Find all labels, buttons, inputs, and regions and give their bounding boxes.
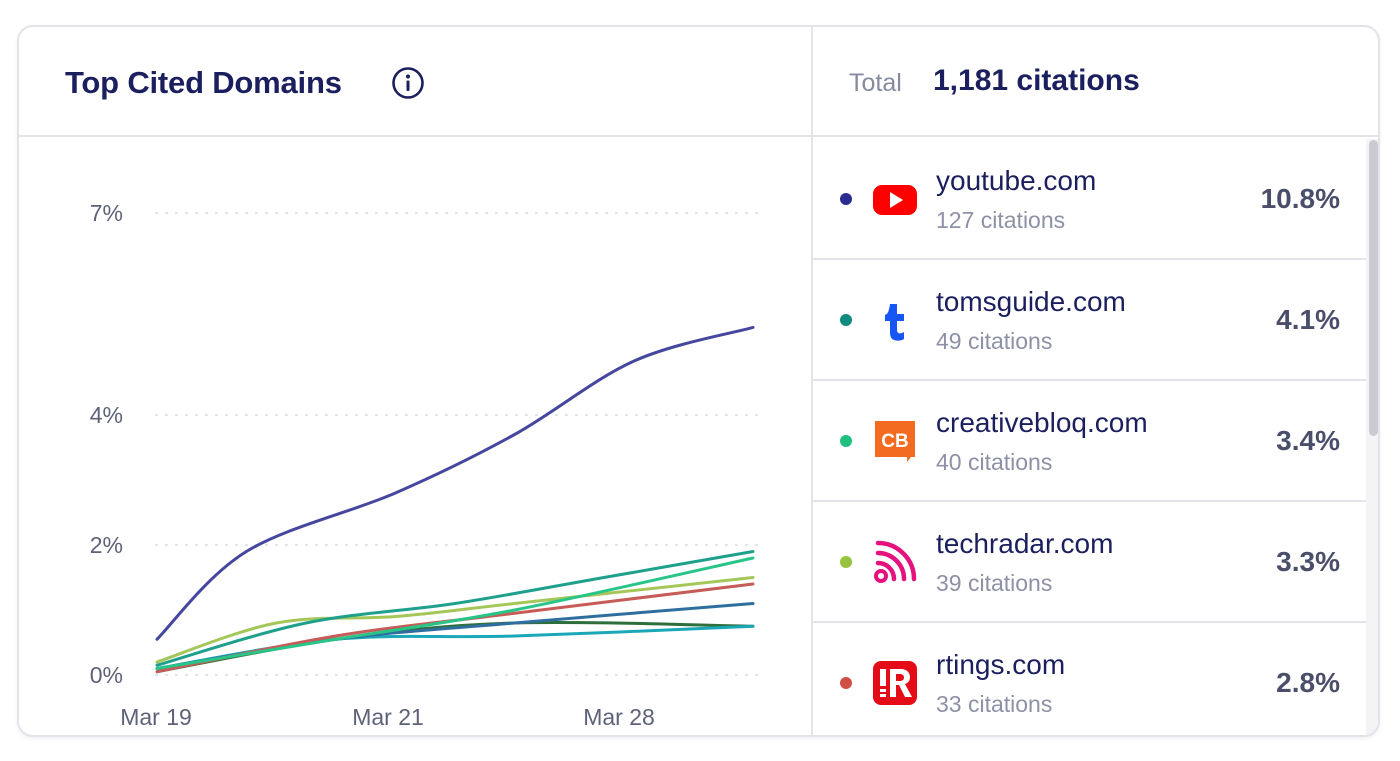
- series-dot: [840, 435, 852, 447]
- list-item[interactable]: rtings.com 33 citations 2.8%: [813, 623, 1366, 735]
- y-tick-label: 2%: [90, 532, 123, 558]
- domain-name[interactable]: rtings.com: [936, 649, 1066, 680]
- list-item[interactable]: CB creativebloq.com 40 citations 3.4%: [813, 381, 1366, 502]
- citation-percent: 4.1%: [1276, 304, 1340, 335]
- chart-svg: 7% 4% 2% 0% Mar 19 Mar 21 Mar 28: [90, 200, 765, 730]
- series-dot: [840, 677, 852, 689]
- series-line[interactable]: [155, 576, 755, 664]
- list-item[interactable]: tomsguide.com 49 citations 4.1%: [813, 260, 1366, 381]
- scrollbar-thumb[interactable]: [1369, 140, 1378, 436]
- citation-count: 49 citations: [936, 328, 1053, 354]
- x-tick-label: Mar 28: [583, 704, 655, 730]
- rtings-icon: [873, 661, 917, 705]
- x-tick-label: Mar 19: [120, 704, 192, 730]
- citation-count: 33 citations: [936, 691, 1053, 717]
- tomsguide-icon: [885, 304, 904, 341]
- y-tick-label: 7%: [90, 200, 123, 226]
- y-tick-label: 4%: [90, 402, 123, 428]
- total-label: Total: [849, 69, 902, 97]
- series-line[interactable]: [155, 325, 755, 641]
- creativebloq-icon: CB: [875, 421, 915, 462]
- citation-percent: 3.3%: [1276, 546, 1340, 577]
- list-item[interactable]: techradar.com 39 citations 3.3%: [813, 502, 1366, 623]
- card-header: Top Cited Domains: [19, 27, 811, 137]
- svg-text:CB: CB: [881, 431, 908, 452]
- widget-title: Top Cited Domains: [65, 65, 342, 100]
- domain-name[interactable]: techradar.com: [936, 528, 1114, 559]
- citation-count: 40 citations: [936, 449, 1053, 475]
- techradar-icon: [874, 540, 917, 583]
- series-dot: [840, 314, 852, 326]
- total-header: Total 1,181 citations: [813, 27, 1378, 137]
- citation-count: 127 citations: [936, 207, 1066, 233]
- citation-percent: 10.8%: [1260, 183, 1340, 214]
- domain-list[interactable]: youtube.com 127 citations 10.8% tomsguid…: [813, 139, 1366, 735]
- series-line[interactable]: [155, 550, 755, 667]
- top-cited-domains-card: Top Cited Domains Total 1,181 citations …: [17, 25, 1380, 737]
- total-citations: 1,181 citations: [933, 64, 1140, 97]
- citation-percent: 2.8%: [1276, 667, 1340, 698]
- info-icon[interactable]: [391, 66, 425, 100]
- panel-divider: [811, 27, 813, 735]
- x-tick-label: Mar 21: [352, 704, 424, 730]
- list-item[interactable]: youtube.com 127 citations 10.8%: [813, 139, 1366, 260]
- series-line[interactable]: [155, 624, 755, 670]
- line-chart[interactable]: 7% 4% 2% 0% Mar 19 Mar 21 Mar 28: [19, 139, 811, 735]
- citation-count: 39 citations: [936, 570, 1053, 596]
- y-tick-label: 0%: [90, 662, 123, 688]
- series-dot: [840, 193, 852, 205]
- domain-name[interactable]: creativebloq.com: [936, 407, 1148, 438]
- citation-percent: 3.4%: [1276, 425, 1340, 456]
- domain-name[interactable]: youtube.com: [936, 165, 1097, 196]
- domain-name[interactable]: tomsguide.com: [936, 286, 1126, 317]
- youtube-icon: [873, 185, 917, 215]
- series-line[interactable]: [155, 556, 755, 670]
- series-dot: [840, 556, 852, 568]
